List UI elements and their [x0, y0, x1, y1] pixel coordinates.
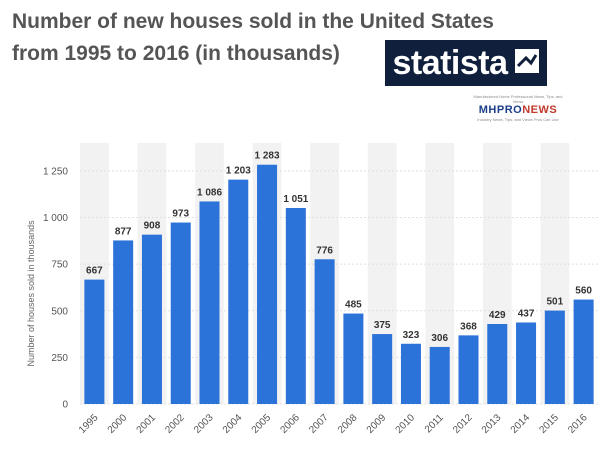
data-label: 877 — [115, 226, 132, 237]
title-line-1: Number of new houses sold in the United … — [12, 10, 494, 33]
data-label: 485 — [345, 300, 362, 311]
data-label: 501 — [546, 297, 563, 308]
y-axis-ticks: 0 250 500 750 1 000 1 250 — [43, 166, 68, 410]
y-tick-label: 1 250 — [43, 166, 68, 177]
x-tick-label: 2002 — [163, 412, 187, 436]
x-tick-label: 2015 — [537, 412, 561, 436]
bar — [84, 279, 105, 404]
x-tick-label: 2008 — [336, 412, 360, 436]
data-label: 776 — [316, 245, 333, 256]
bar — [544, 310, 565, 404]
x-tick-label: 2010 — [394, 412, 418, 436]
x-axis-ticks: 1995 2000 2001 2002 2003 2004 2005 2006 2007 2008… — [77, 412, 590, 436]
chart-title: Number of new houses sold in the United … — [12, 6, 572, 70]
watermark-brand: MHPRONEWS — [468, 104, 568, 117]
x-tick-label: 2009 — [365, 412, 389, 436]
data-label: 1 203 — [226, 166, 251, 177]
x-tick-label: 2013 — [480, 412, 504, 436]
data-label: 1 283 — [255, 151, 280, 162]
bar — [257, 164, 278, 404]
bar — [372, 334, 393, 404]
x-tick-label: 1995 — [77, 412, 101, 436]
bar — [113, 240, 134, 404]
statista-mark-icon — [514, 44, 540, 83]
data-label: 437 — [518, 308, 535, 319]
x-tick-label: 2012 — [451, 412, 475, 436]
y-tick-label: 1 000 — [43, 213, 68, 224]
data-label: 1 051 — [283, 194, 308, 205]
data-label: 667 — [86, 266, 103, 277]
logo-text: statista — [392, 43, 508, 82]
y-axis-label: Number of houses sold in thousands — [26, 220, 36, 367]
x-tick-label: 2006 — [278, 412, 302, 436]
x-tick-label: 2000 — [106, 412, 130, 436]
bar — [285, 207, 306, 404]
bars — [84, 164, 594, 404]
bar — [141, 234, 162, 404]
bar — [400, 343, 421, 404]
mhpronews-watermark: Manufactured Home Professional News, Tip… — [468, 94, 568, 130]
y-tick-label: 250 — [51, 353, 68, 364]
x-tick-label: 2016 — [566, 412, 590, 436]
statista-logo: statista — [385, 40, 547, 86]
data-label: 323 — [403, 330, 420, 341]
data-label: 368 — [460, 321, 477, 332]
x-tick-label: 2011 — [423, 412, 446, 435]
y-tick-label: 500 — [51, 306, 68, 317]
bar — [429, 346, 450, 404]
bar — [516, 322, 537, 404]
data-label: 306 — [431, 333, 448, 344]
bar — [487, 323, 508, 404]
watermark-bottom-line: Industry News, Tips, and Views Pros Can … — [477, 117, 559, 122]
bar — [170, 222, 191, 404]
data-label: 375 — [374, 320, 391, 331]
x-tick-label: 2003 — [192, 412, 216, 436]
bar — [573, 299, 594, 404]
data-label: 908 — [144, 221, 161, 232]
y-tick-label: 750 — [51, 260, 68, 271]
data-label: 429 — [489, 310, 506, 321]
watermark-brand-part2: NEWS — [522, 104, 558, 116]
x-tick-label: 2004 — [221, 412, 245, 436]
bar — [343, 313, 364, 404]
bar — [314, 259, 335, 404]
x-tick-label: 2001 — [135, 412, 159, 436]
y-tick-label: 0 — [62, 400, 68, 411]
watermark-brand-part1: MHPRO — [478, 104, 523, 116]
data-label: 560 — [575, 286, 592, 297]
data-labels: 667 877 908 973 1 086 1 203 1 283 1 051 776 485 37… — [86, 151, 592, 344]
x-tick-label: 2005 — [250, 412, 274, 436]
bar — [199, 201, 220, 404]
bar — [228, 179, 249, 404]
data-label: 973 — [172, 209, 189, 220]
x-tick-label: 2007 — [307, 412, 331, 436]
title-line-2: from 1995 to 2016 (in thousands) — [12, 42, 340, 65]
data-label: 1 086 — [197, 187, 222, 198]
bar — [458, 335, 479, 404]
watermark-top-line: Manufactured Home Professional News, Tip… — [473, 94, 563, 104]
x-tick-label: 2014 — [509, 412, 533, 436]
